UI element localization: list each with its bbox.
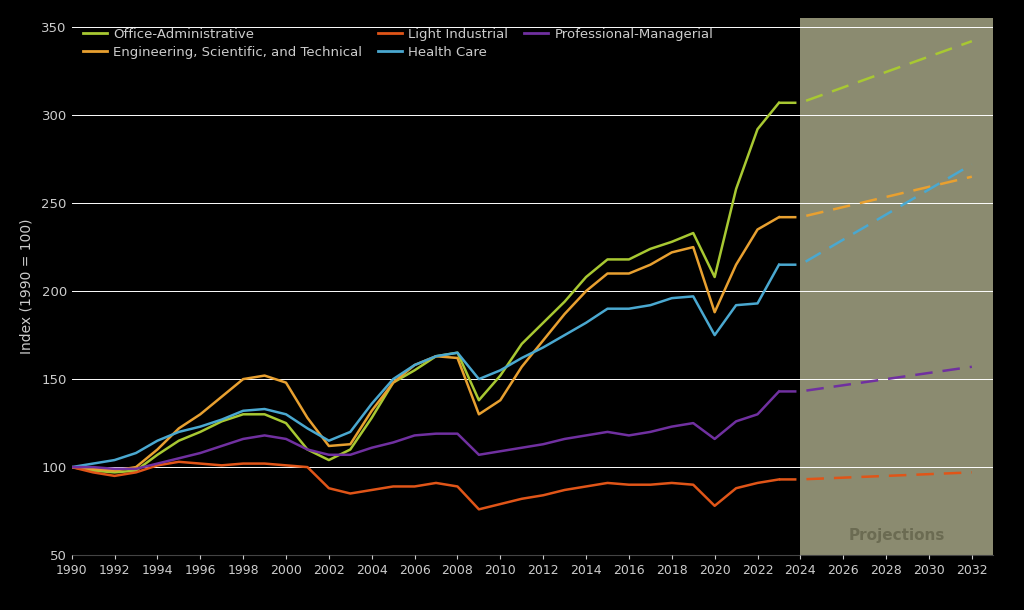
Y-axis label: Index (1990 = 100): Index (1990 = 100) <box>19 219 33 354</box>
Text: Projections: Projections <box>849 528 945 543</box>
Bar <box>801 18 1015 555</box>
Legend: Office-Administrative, Engineering, Scientific, and Technical, Light Industrial,: Office-Administrative, Engineering, Scie… <box>83 27 714 59</box>
